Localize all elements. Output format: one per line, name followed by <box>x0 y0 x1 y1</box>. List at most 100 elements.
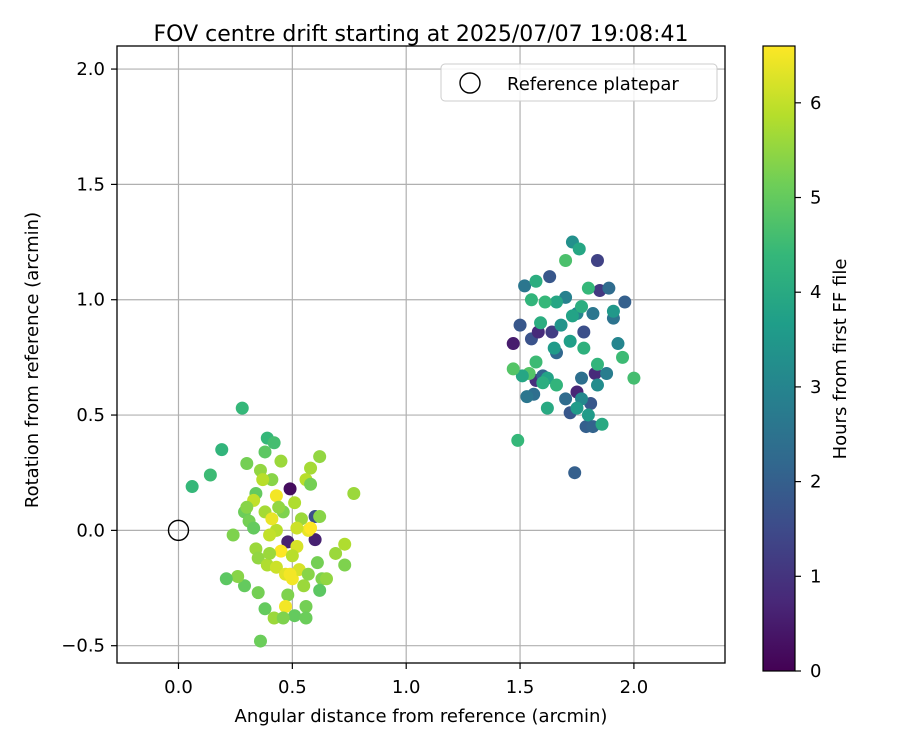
data-point <box>279 599 293 613</box>
y-tick-label: 0.5 <box>76 405 105 426</box>
data-point <box>240 456 254 470</box>
data-point <box>627 371 641 385</box>
colorbar-gradient <box>762 45 796 672</box>
data-point <box>319 572 333 586</box>
data-point <box>274 454 288 468</box>
y-tick-label: −0.5 <box>61 636 105 657</box>
data-point <box>263 546 277 560</box>
data-point <box>568 466 582 480</box>
data-point <box>536 376 550 390</box>
y-tick-label: 2.0 <box>76 59 105 80</box>
data-point <box>549 295 563 309</box>
data-point <box>602 281 616 295</box>
data-point <box>272 500 286 514</box>
data-point <box>547 341 561 355</box>
data-point <box>283 567 297 581</box>
data-point <box>240 500 254 514</box>
data-point <box>559 254 573 268</box>
data-point <box>274 544 288 558</box>
data-point <box>565 309 579 323</box>
data-point <box>219 572 233 586</box>
colorbar-label: Hours from first FF file <box>830 259 851 460</box>
data-point <box>226 528 240 542</box>
x-tick-label: 2.0 <box>620 677 649 698</box>
data-point <box>269 489 283 503</box>
legend-box <box>440 63 718 102</box>
data-point <box>616 350 630 364</box>
data-point <box>247 521 261 535</box>
reference-marker <box>167 519 190 542</box>
data-point <box>572 242 586 256</box>
data-point <box>618 295 632 309</box>
data-point <box>524 293 538 307</box>
data-point <box>304 477 318 491</box>
data-point <box>304 521 318 535</box>
data-point <box>338 558 352 572</box>
x-tick-label: 1.5 <box>506 677 535 698</box>
data-point <box>265 512 279 526</box>
colorbar-tick-label: 6 <box>810 93 821 114</box>
data-point <box>538 295 552 309</box>
data-point <box>611 337 625 351</box>
data-point <box>581 408 595 422</box>
data-point <box>290 521 304 535</box>
x-tick-label: 0.5 <box>278 677 307 698</box>
data-point <box>554 318 568 332</box>
data-point <box>288 496 302 510</box>
data-point <box>281 588 295 602</box>
colorbar-tick-label: 3 <box>810 377 821 398</box>
data-point <box>235 401 249 415</box>
data-point <box>313 583 327 597</box>
data-point <box>529 355 543 369</box>
colorbar-tick-label: 4 <box>810 282 821 303</box>
colorbar-ticks: 0 1 2 3 4 5 6 <box>795 93 821 682</box>
colorbar-tick-label: 1 <box>810 566 821 587</box>
x-axis-label: Angular distance from reference (arcmin) <box>235 706 608 727</box>
data-point <box>511 433 525 447</box>
colorbar-tick-label: 5 <box>810 188 821 209</box>
chart-title: FOV centre drift starting at 2025/07/07 … <box>154 22 689 47</box>
data-point <box>215 443 229 457</box>
reference-platepar-marker <box>167 519 190 542</box>
data-point <box>276 611 290 625</box>
data-point <box>256 473 270 487</box>
data-point <box>263 528 277 542</box>
data-point <box>520 390 534 404</box>
data-point <box>258 602 272 616</box>
x-tick-label: 0.0 <box>164 677 193 698</box>
data-point <box>269 560 283 574</box>
data-point <box>267 611 281 625</box>
data-point <box>575 300 589 314</box>
grid-lines <box>117 46 725 663</box>
legend: Reference platepar <box>440 63 718 102</box>
y-axis-label: Rotation from reference (arcmin) <box>22 212 43 508</box>
data-point <box>231 570 245 584</box>
data-point <box>600 367 614 381</box>
y-tick-label: 1.5 <box>76 174 105 195</box>
data-point <box>575 371 589 385</box>
data-point <box>595 417 609 431</box>
data-point <box>347 486 361 500</box>
data-point <box>543 270 557 284</box>
data-point <box>549 378 563 392</box>
data-point <box>313 450 327 464</box>
data-point <box>338 537 352 551</box>
x-axis-ticks: 0.0 0.5 1.0 1.5 2.0 <box>164 663 648 698</box>
colorbar-tick-label: 0 <box>810 661 821 682</box>
data-point <box>185 480 199 494</box>
data-point <box>265 473 279 487</box>
data-point <box>577 325 591 339</box>
data-point <box>251 586 265 600</box>
data-point <box>238 579 252 593</box>
y-axis-ticks: −0.5 0.0 0.5 1.0 1.5 2.0 <box>61 59 117 657</box>
data-point <box>258 445 272 459</box>
data-point <box>285 549 299 563</box>
data-point <box>267 436 281 450</box>
y-tick-label: 1.0 <box>76 290 105 311</box>
data-point <box>506 337 520 351</box>
data-point <box>329 546 343 560</box>
data-point <box>586 307 600 321</box>
data-point <box>253 634 267 648</box>
data-point <box>563 334 577 348</box>
